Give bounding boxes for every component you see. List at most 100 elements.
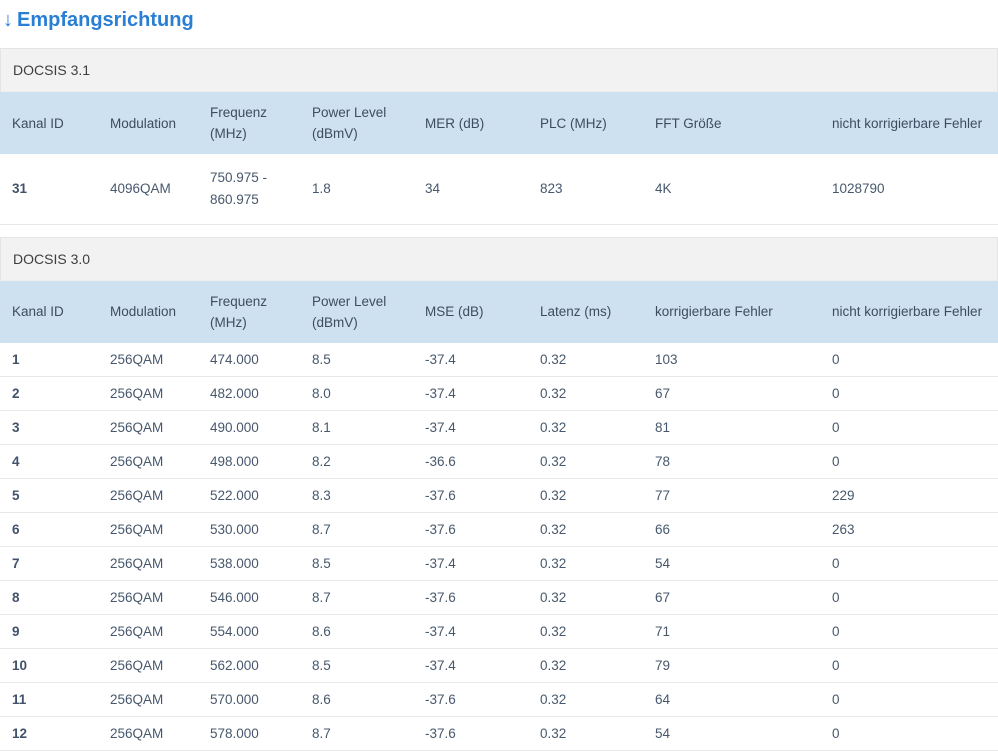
table-cell: 256QAM bbox=[98, 546, 198, 580]
table-row: 6256QAM530.0008.7-37.60.3266263 bbox=[0, 512, 998, 546]
table-row: 4256QAM498.0008.2-36.60.32780 bbox=[0, 444, 998, 478]
table-cell: 64 bbox=[643, 682, 820, 716]
channel-id-cell: 11 bbox=[0, 682, 98, 716]
table-cell: 256QAM bbox=[98, 716, 198, 750]
table-cell: 256QAM bbox=[98, 580, 198, 614]
table-cell: 1.8 bbox=[300, 154, 413, 224]
channel-id-cell: 6 bbox=[0, 512, 98, 546]
table-cell: 66 bbox=[643, 512, 820, 546]
table-cell: 8.6 bbox=[300, 614, 413, 648]
table-row: 12256QAM578.0008.7-37.60.32540 bbox=[0, 716, 998, 750]
down-arrow-icon: ↓ bbox=[3, 9, 13, 31]
table-cell: 256QAM bbox=[98, 478, 198, 512]
table-row: 314096QAM750.975 - 860.9751.8348234K1028… bbox=[0, 154, 998, 224]
table-cell: 256QAM bbox=[98, 614, 198, 648]
docsis-30-table: Kanal IDModulationFrequenz (MHz)Power Le… bbox=[0, 281, 998, 751]
table-cell: 8.5 bbox=[300, 546, 413, 580]
table-cell: -37.6 bbox=[413, 580, 528, 614]
column-header: Frequenz (MHz) bbox=[198, 92, 300, 154]
table-cell: 256QAM bbox=[98, 410, 198, 444]
table-row: 3256QAM490.0008.1-37.40.32810 bbox=[0, 410, 998, 444]
docsis-31-section-header: DOCSIS 3.1 bbox=[0, 48, 998, 92]
channel-id-cell: 3 bbox=[0, 410, 98, 444]
table-cell: 0 bbox=[820, 580, 998, 614]
table-cell: 71 bbox=[643, 614, 820, 648]
table-cell: 0 bbox=[820, 343, 998, 377]
column-header: MER (dB) bbox=[413, 92, 528, 154]
table-cell: 81 bbox=[643, 410, 820, 444]
column-header: Kanal ID bbox=[0, 92, 98, 154]
column-header: korrigierbare Fehler bbox=[643, 281, 820, 343]
column-header: Frequenz (MHz) bbox=[198, 281, 300, 343]
column-header: Power Level (dBmV) bbox=[300, 92, 413, 154]
table-cell: 256QAM bbox=[98, 512, 198, 546]
table-cell: 0 bbox=[820, 444, 998, 478]
table-cell: 0 bbox=[820, 648, 998, 682]
table-cell: 256QAM bbox=[98, 648, 198, 682]
table-cell: 0.32 bbox=[528, 546, 643, 580]
table-cell: 0 bbox=[820, 376, 998, 410]
table-cell: 78 bbox=[643, 444, 820, 478]
table-cell: 54 bbox=[643, 546, 820, 580]
table-cell: 490.000 bbox=[198, 410, 300, 444]
channel-id-cell: 10 bbox=[0, 648, 98, 682]
table-cell: -37.4 bbox=[413, 376, 528, 410]
table-cell: 4K bbox=[643, 154, 820, 224]
receive-direction-heading[interactable]: ↓Empfangsrichtung bbox=[3, 8, 194, 32]
channel-id-cell: 7 bbox=[0, 546, 98, 580]
table-cell: 34 bbox=[413, 154, 528, 224]
column-header: nicht korrigierbare Fehler bbox=[820, 92, 998, 154]
column-header: MSE (dB) bbox=[413, 281, 528, 343]
table-row: 1256QAM474.0008.5-37.40.321030 bbox=[0, 343, 998, 377]
table-cell: -37.6 bbox=[413, 682, 528, 716]
table-row: 11256QAM570.0008.6-37.60.32640 bbox=[0, 682, 998, 716]
docsis-30-panel: DOCSIS 3.0 Kanal IDModulationFrequenz (M… bbox=[0, 237, 998, 751]
table-cell: 823 bbox=[528, 154, 643, 224]
channel-id-cell: 9 bbox=[0, 614, 98, 648]
table-cell: 546.000 bbox=[198, 580, 300, 614]
table-header-row: Kanal IDModulationFrequenz (MHz)Power Le… bbox=[0, 281, 998, 343]
table-cell: 229 bbox=[820, 478, 998, 512]
table-cell: 0.32 bbox=[528, 444, 643, 478]
table-cell: 474.000 bbox=[198, 343, 300, 377]
column-header: PLC (MHz) bbox=[528, 92, 643, 154]
column-header: Kanal ID bbox=[0, 281, 98, 343]
channel-id-cell: 12 bbox=[0, 716, 98, 750]
table-cell: 256QAM bbox=[98, 682, 198, 716]
table-cell: 0.32 bbox=[528, 512, 643, 546]
table-cell: 54 bbox=[643, 716, 820, 750]
table-row: 10256QAM562.0008.5-37.40.32790 bbox=[0, 648, 998, 682]
table-cell: 538.000 bbox=[198, 546, 300, 580]
table-cell: 79 bbox=[643, 648, 820, 682]
channel-id-cell: 8 bbox=[0, 580, 98, 614]
table-cell: 1028790 bbox=[820, 154, 998, 224]
table-cell: 8.7 bbox=[300, 716, 413, 750]
page-title: Empfangsrichtung bbox=[17, 9, 194, 31]
table-cell: 256QAM bbox=[98, 444, 198, 478]
table-cell: 67 bbox=[643, 376, 820, 410]
docsis-31-table: Kanal IDModulationFrequenz (MHz)Power Le… bbox=[0, 92, 998, 225]
section-title: DOCSIS 3.0 bbox=[13, 251, 90, 267]
table-cell: 578.000 bbox=[198, 716, 300, 750]
table-cell: 0.32 bbox=[528, 648, 643, 682]
table-cell: -37.4 bbox=[413, 546, 528, 580]
table-cell: 0.32 bbox=[528, 716, 643, 750]
table-cell: 8.6 bbox=[300, 682, 413, 716]
table-cell: 8.1 bbox=[300, 410, 413, 444]
table-cell: 8.7 bbox=[300, 580, 413, 614]
table-cell: 530.000 bbox=[198, 512, 300, 546]
table-cell: -37.4 bbox=[413, 614, 528, 648]
table-cell: 0.32 bbox=[528, 614, 643, 648]
table-cell: 0.32 bbox=[528, 376, 643, 410]
table-cell: 0 bbox=[820, 410, 998, 444]
table-cell: 0 bbox=[820, 716, 998, 750]
table-cell: 498.000 bbox=[198, 444, 300, 478]
table-cell: 8.3 bbox=[300, 478, 413, 512]
table-cell: -37.4 bbox=[413, 343, 528, 377]
column-header: nicht korrigierbare Fehler bbox=[820, 281, 998, 343]
channel-id-cell: 31 bbox=[0, 154, 98, 224]
table-cell: 256QAM bbox=[98, 376, 198, 410]
table-row: 5256QAM522.0008.3-37.60.3277229 bbox=[0, 478, 998, 512]
table-cell: 8.2 bbox=[300, 444, 413, 478]
table-cell: 750.975 - 860.975 bbox=[198, 154, 300, 224]
